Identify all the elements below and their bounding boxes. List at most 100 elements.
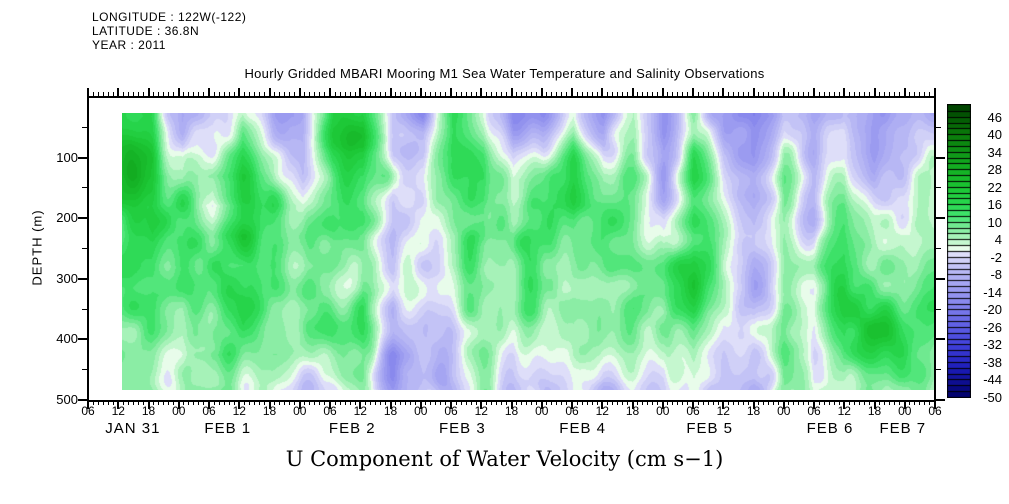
x-tick: [551, 92, 553, 96]
y-tick: [82, 187, 87, 189]
x-tick: [405, 401, 407, 405]
x-tick: [566, 92, 568, 96]
x-tick: [137, 92, 139, 96]
x-tick: [626, 401, 628, 405]
x-tick: [490, 92, 492, 96]
x-tick: [142, 92, 144, 96]
x-tick: [717, 401, 719, 405]
x-tick: [379, 92, 381, 96]
x-tick: [924, 401, 926, 405]
x-tick: [435, 92, 437, 96]
x-tick: [415, 92, 417, 96]
x-hour-label: 00: [777, 404, 791, 418]
x-tick: [364, 92, 366, 96]
x-tick: [389, 401, 392, 409]
x-tick: [692, 88, 694, 96]
x-hour-label: 06: [444, 404, 458, 418]
x-tick: [294, 401, 296, 405]
x-tick: [652, 401, 654, 405]
x-tick: [314, 401, 316, 405]
x-tick: [793, 401, 795, 405]
y-tick: [78, 277, 87, 280]
y-axis-label: DEPTH (m): [29, 209, 45, 286]
x-tick: [823, 401, 825, 405]
colorbar-tick-label: 34: [987, 144, 1002, 160]
x-tick: [717, 92, 719, 96]
x-tick: [102, 92, 104, 96]
x-tick: [253, 92, 255, 96]
x-tick: [158, 401, 160, 405]
x-tick: [173, 401, 175, 405]
x-tick: [379, 401, 381, 405]
header-year: YEAR : 2011: [92, 38, 166, 52]
x-tick: [384, 401, 386, 405]
x-tick: [858, 401, 860, 405]
x-tick: [304, 92, 306, 96]
x-tick: [475, 401, 477, 405]
x-tick: [868, 92, 870, 96]
x-tick: [884, 401, 886, 405]
x-tick: [122, 92, 124, 96]
x-tick: [359, 401, 362, 409]
y-tick: [936, 277, 945, 280]
x-tick: [243, 401, 245, 405]
x-hour-label: 18: [262, 404, 277, 418]
x-tick: [344, 92, 346, 96]
x-tick: [289, 92, 291, 96]
y-tick: [78, 217, 87, 220]
x-tick: [233, 401, 235, 405]
x-tick: [238, 401, 241, 409]
x-tick: [546, 401, 548, 405]
x-tick: [642, 401, 644, 405]
x-tick: [758, 401, 760, 405]
x-tick: [637, 401, 639, 405]
x-tick: [581, 92, 583, 96]
x-tick: [763, 401, 765, 405]
x-tick: [707, 401, 709, 405]
x-hour-label: 06: [323, 404, 337, 418]
x-tick: [798, 92, 800, 96]
x-hour-label: 00: [656, 404, 670, 418]
x-tick: [621, 401, 623, 405]
x-tick: [848, 401, 850, 405]
x-tick: [480, 88, 483, 96]
x-tick: [626, 92, 628, 96]
plot-title: Hourly Gridded MBARI Mooring M1 Sea Wate…: [244, 66, 765, 81]
x-day-label: FEB 1: [204, 420, 252, 437]
y-tick: [936, 126, 941, 128]
x-tick: [823, 92, 825, 96]
x-tick: [924, 92, 926, 96]
x-tick: [551, 401, 553, 405]
x-tick: [838, 401, 840, 405]
x-tick: [173, 92, 175, 96]
x-hour-label: 18: [504, 404, 519, 418]
x-tick: [818, 401, 820, 405]
x-tick: [339, 401, 341, 405]
x-day-label: FEB 2: [328, 420, 376, 437]
y-tick: [936, 217, 945, 220]
x-tick: [158, 92, 160, 96]
x-tick: [778, 401, 780, 405]
x-tick: [778, 92, 780, 96]
y-tick: [78, 338, 87, 341]
x-tick: [127, 401, 129, 405]
x-tick: [687, 92, 689, 96]
x-tick: [742, 92, 744, 96]
x-tick: [586, 401, 588, 405]
x-tick: [616, 401, 618, 405]
x-tick: [793, 92, 795, 96]
x-tick: [808, 92, 810, 96]
x-tick: [813, 88, 815, 96]
x-tick: [480, 401, 483, 409]
x-tick: [505, 401, 507, 405]
x-tick: [510, 401, 513, 409]
x-day-label: FEB 3: [439, 420, 486, 437]
x-tick: [450, 401, 452, 409]
x-tick: [798, 401, 800, 405]
x-tick: [697, 401, 699, 405]
colorbar-tick-label: -14: [983, 284, 1002, 300]
x-tick: [601, 401, 604, 409]
x-tick: [309, 401, 311, 405]
y-tick: [78, 156, 87, 159]
x-day-label: FEB 6: [806, 420, 854, 437]
